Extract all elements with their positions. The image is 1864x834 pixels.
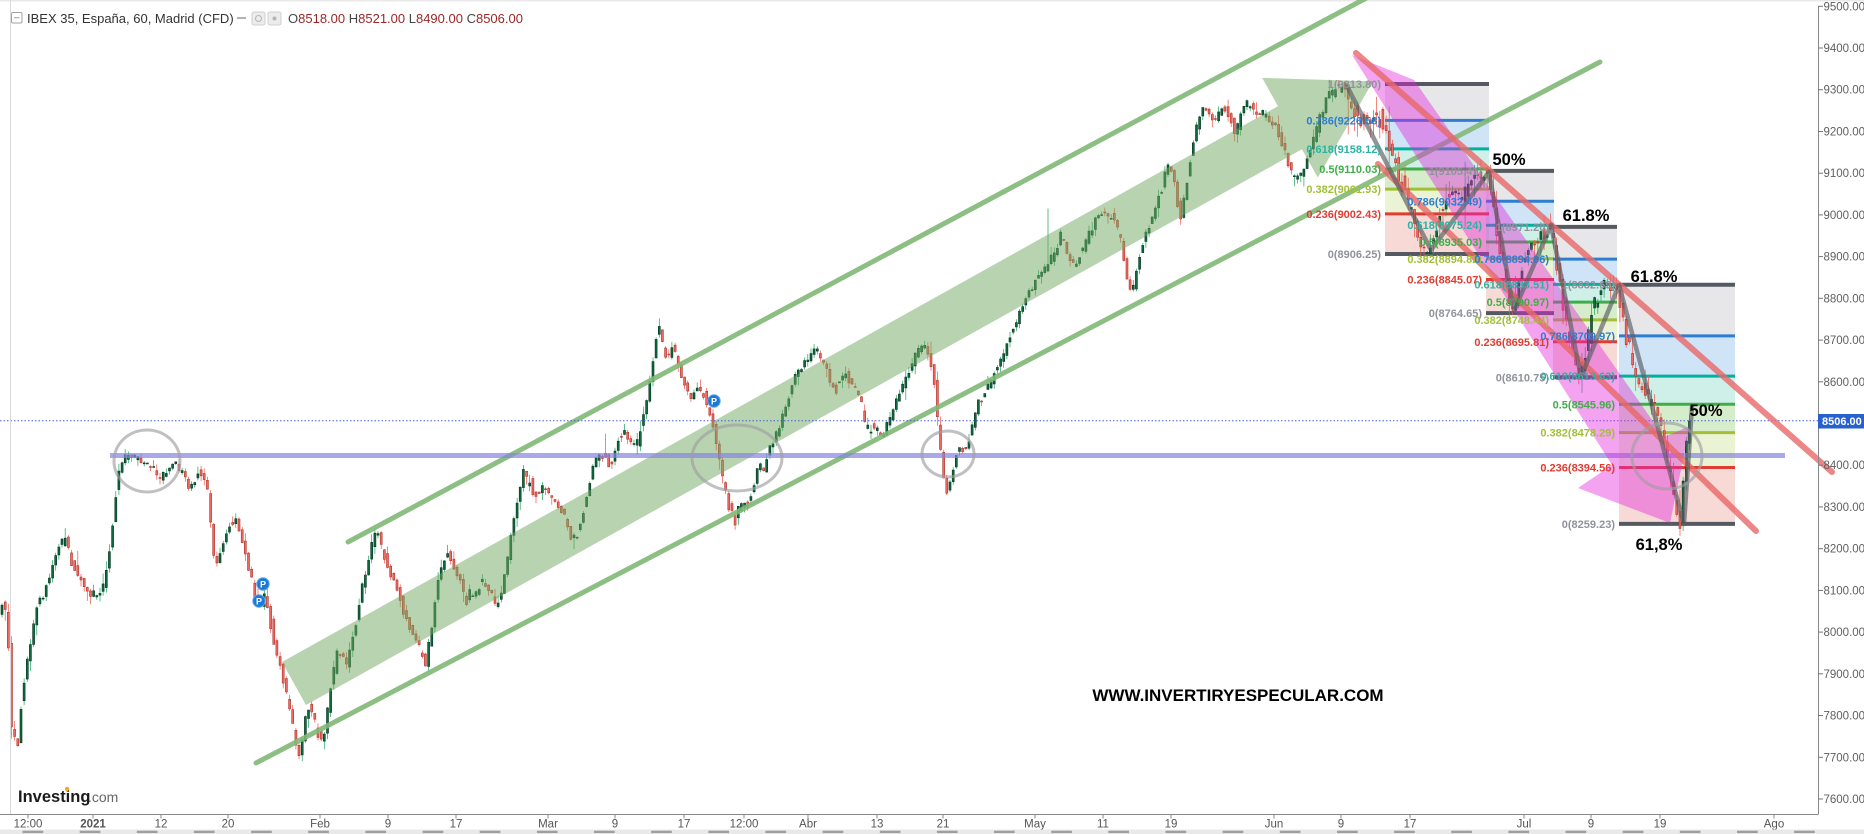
svg-text:0.382(8748.44): 0.382(8748.44) (1474, 315, 1549, 327)
svg-text:61.8%: 61.8% (1563, 207, 1610, 225)
svg-text:0.236(8695.81): 0.236(8695.81) (1474, 337, 1549, 349)
svg-text:0.236(8394.56): 0.236(8394.56) (1540, 463, 1615, 475)
svg-text:9: 9 (385, 819, 391, 831)
svg-text:9: 9 (1588, 819, 1594, 831)
svg-text:0(8259.23): 0(8259.23) (1562, 519, 1616, 531)
svg-text:Ago: Ago (1764, 819, 1784, 831)
svg-text:7700.00: 7700.00 (1824, 752, 1864, 764)
svg-text:7800.00: 7800.00 (1824, 711, 1864, 723)
svg-text:12:00: 12:00 (14, 819, 43, 831)
svg-text:0.5(8790.97): 0.5(8790.97) (1487, 297, 1550, 309)
svg-text:Feb: Feb (310, 819, 330, 831)
svg-text:0.786(9226.58): 0.786(9226.58) (1306, 115, 1381, 127)
svg-text:Jul: Jul (1517, 819, 1532, 831)
svg-text:0.786(8709.97): 0.786(8709.97) (1540, 331, 1615, 343)
svg-text:Investing: Investing (18, 788, 90, 806)
svg-text:1(9313.80): 1(9313.80) (1328, 79, 1382, 91)
svg-text:0.618(8833.51): 0.618(8833.51) (1474, 279, 1549, 291)
svg-text:0(8764.65): 0(8764.65) (1429, 308, 1483, 320)
svg-text:9100.00: 9100.00 (1824, 168, 1864, 180)
svg-text:0.5(8545.96): 0.5(8545.96) (1553, 399, 1616, 411)
svg-text:1(8971.20): 1(8971.20) (1496, 222, 1550, 234)
svg-text:0(8610.75): 0(8610.75) (1496, 372, 1550, 384)
svg-text:8100.00: 8100.00 (1824, 585, 1864, 597)
svg-text:9: 9 (612, 819, 618, 831)
svg-text:9: 9 (1338, 819, 1344, 831)
svg-text:0(8906.25): 0(8906.25) (1328, 249, 1382, 261)
svg-text:O8518.00 H8521.00 L8490.00: O8518.00 H8521.00 L8490.00 C8506.00 (288, 11, 523, 26)
svg-text:9400.00: 9400.00 (1824, 43, 1864, 55)
svg-text:.com: .com (88, 789, 118, 805)
svg-text:12: 12 (155, 819, 168, 831)
svg-text:17: 17 (1404, 819, 1417, 831)
svg-text:Mar: Mar (538, 819, 558, 831)
svg-text:0.382(8894.82): 0.382(8894.82) (1407, 254, 1482, 266)
svg-text:1(8832.69): 1(8832.69) (1562, 280, 1616, 292)
svg-text:50%: 50% (1492, 151, 1525, 169)
svg-text:0.618(9158.12): 0.618(9158.12) (1306, 144, 1381, 156)
svg-text:0.786(9032.49): 0.786(9032.49) (1407, 196, 1482, 208)
svg-text:9200.00: 9200.00 (1824, 127, 1864, 139)
svg-text:8200.00: 8200.00 (1824, 544, 1864, 556)
svg-text:WWW.INVERTIRYESPECULAR.COM: WWW.INVERTIRYESPECULAR.COM (1092, 686, 1383, 705)
svg-text:12:00: 12:00 (730, 819, 759, 831)
svg-text:8900.00: 8900.00 (1824, 252, 1864, 264)
svg-text:8400.00: 8400.00 (1824, 460, 1864, 472)
svg-text:0.618(8975.24): 0.618(8975.24) (1407, 220, 1482, 232)
svg-text:21: 21 (937, 819, 950, 831)
svg-text:9000.00: 9000.00 (1824, 210, 1864, 222)
svg-text:8000.00: 8000.00 (1824, 627, 1864, 639)
svg-text:17: 17 (450, 819, 463, 831)
svg-text:8600.00: 8600.00 (1824, 377, 1864, 389)
svg-text:Abr: Abr (799, 819, 817, 831)
svg-text:17: 17 (678, 819, 691, 831)
svg-text:IBEX 35, España, 60, Madrid (C: IBEX 35, España, 60, Madrid (CFD) (27, 11, 234, 26)
svg-text:9300.00: 9300.00 (1824, 85, 1864, 97)
svg-text:7900.00: 7900.00 (1824, 669, 1864, 681)
svg-text:0.786(8894.06): 0.786(8894.06) (1474, 254, 1549, 266)
svg-text:9500.00: 9500.00 (1824, 1, 1864, 13)
svg-text:19: 19 (1165, 819, 1178, 831)
svg-text:0.382(8478.29): 0.382(8478.29) (1540, 428, 1615, 440)
svg-text:P: P (256, 597, 262, 607)
svg-text:8300.00: 8300.00 (1824, 502, 1864, 514)
svg-text:61,8%: 61,8% (1636, 536, 1683, 554)
svg-text:0.236(9002.43): 0.236(9002.43) (1306, 209, 1381, 221)
svg-text:0.236(8845.07): 0.236(8845.07) (1407, 275, 1482, 287)
svg-text:19: 19 (1654, 819, 1667, 831)
svg-text:0.5(9110.03): 0.5(9110.03) (1319, 164, 1381, 176)
svg-text:May: May (1024, 819, 1046, 831)
svg-text:1(9105.41): 1(9105.41) (1429, 166, 1483, 178)
svg-text:50%: 50% (1689, 402, 1722, 420)
svg-text:0.382(9061.93): 0.382(9061.93) (1306, 184, 1381, 196)
svg-text:8800.00: 8800.00 (1824, 293, 1864, 305)
svg-text:61.8%: 61.8% (1631, 268, 1678, 286)
svg-text:0.5(8935.03): 0.5(8935.03) (1420, 237, 1483, 249)
svg-text:P: P (260, 580, 266, 590)
svg-text:13: 13 (871, 819, 884, 831)
svg-text:20: 20 (222, 819, 235, 831)
svg-text:8700.00: 8700.00 (1824, 335, 1864, 347)
svg-text:2021: 2021 (80, 819, 106, 831)
svg-text:7600.00: 7600.00 (1824, 794, 1864, 806)
svg-text:0.618(8613.63): 0.618(8613.63) (1540, 371, 1615, 383)
svg-text:11: 11 (1097, 819, 1109, 831)
svg-text:P: P (711, 397, 717, 407)
svg-text:8506.00: 8506.00 (1822, 416, 1862, 428)
svg-text:Jun: Jun (1265, 819, 1284, 831)
